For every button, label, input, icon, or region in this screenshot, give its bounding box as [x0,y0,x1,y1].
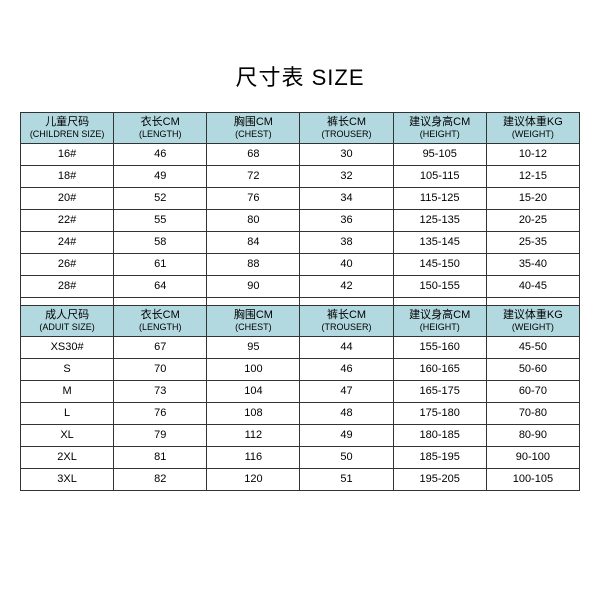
table-row: M7310447165-17560-70 [21,380,580,402]
col-length: 衣长CM(LENGTH) [114,113,207,144]
size-table: 儿童尺码(CHILDREN SIZE) 衣长CM(LENGTH) 胸围CM(CH… [20,112,580,491]
col-adult-size: 成人尺码(ADUIT SIZE) [21,305,114,336]
table-row: 16#46683095-10510-12 [21,143,580,165]
table-row: 22#558036125-13520-25 [21,209,580,231]
children-header: 儿童尺码(CHILDREN SIZE) 衣长CM(LENGTH) 胸围CM(CH… [21,113,580,144]
table-row: L7610848175-18070-80 [21,402,580,424]
col-weight: 建议体重KG(WEIGHT) [486,113,579,144]
table-row: 26#618840145-15035-40 [21,253,580,275]
table-row: S7010046160-16550-60 [21,358,580,380]
col-children-size: 儿童尺码(CHILDREN SIZE) [21,113,114,144]
col-weight: 建议体重KG(WEIGHT) [486,305,579,336]
gap [21,297,580,305]
col-height: 建议身高CM(HEIGHT) [393,113,486,144]
table-row: 24#588438135-14525-35 [21,231,580,253]
page-title: 尺寸表 SIZE [20,60,580,92]
table-row: 3XL8212051195-205100-105 [21,468,580,490]
table-row: XL7911249180-18580-90 [21,424,580,446]
col-chest: 胸围CM(CHEST) [207,305,300,336]
col-trouser: 裤长CM(TROUSER) [300,305,393,336]
table-row: XS30#679544155-16045-50 [21,336,580,358]
table-row: 2XL8111650185-19590-100 [21,446,580,468]
table-row: 20#527634115-12515-20 [21,187,580,209]
table-row: 28#649042150-15540-45 [21,275,580,297]
col-chest: 胸围CM(CHEST) [207,113,300,144]
adult-header: 成人尺码(ADUIT SIZE) 衣长CM(LENGTH) 胸围CM(CHEST… [21,305,580,336]
children-body: 16#46683095-10510-12 18#497232105-11512-… [21,143,580,297]
size-chart-wrap: 尺寸表 SIZE 儿童尺码(CHILDREN SIZE) 衣长CM(LENGTH… [20,0,580,491]
col-height: 建议身高CM(HEIGHT) [393,305,486,336]
adult-body: XS30#679544155-16045-50 S7010046160-1655… [21,336,580,490]
table-row: 18#497232105-11512-15 [21,165,580,187]
col-trouser: 裤长CM(TROUSER) [300,113,393,144]
col-length: 衣长CM(LENGTH) [114,305,207,336]
